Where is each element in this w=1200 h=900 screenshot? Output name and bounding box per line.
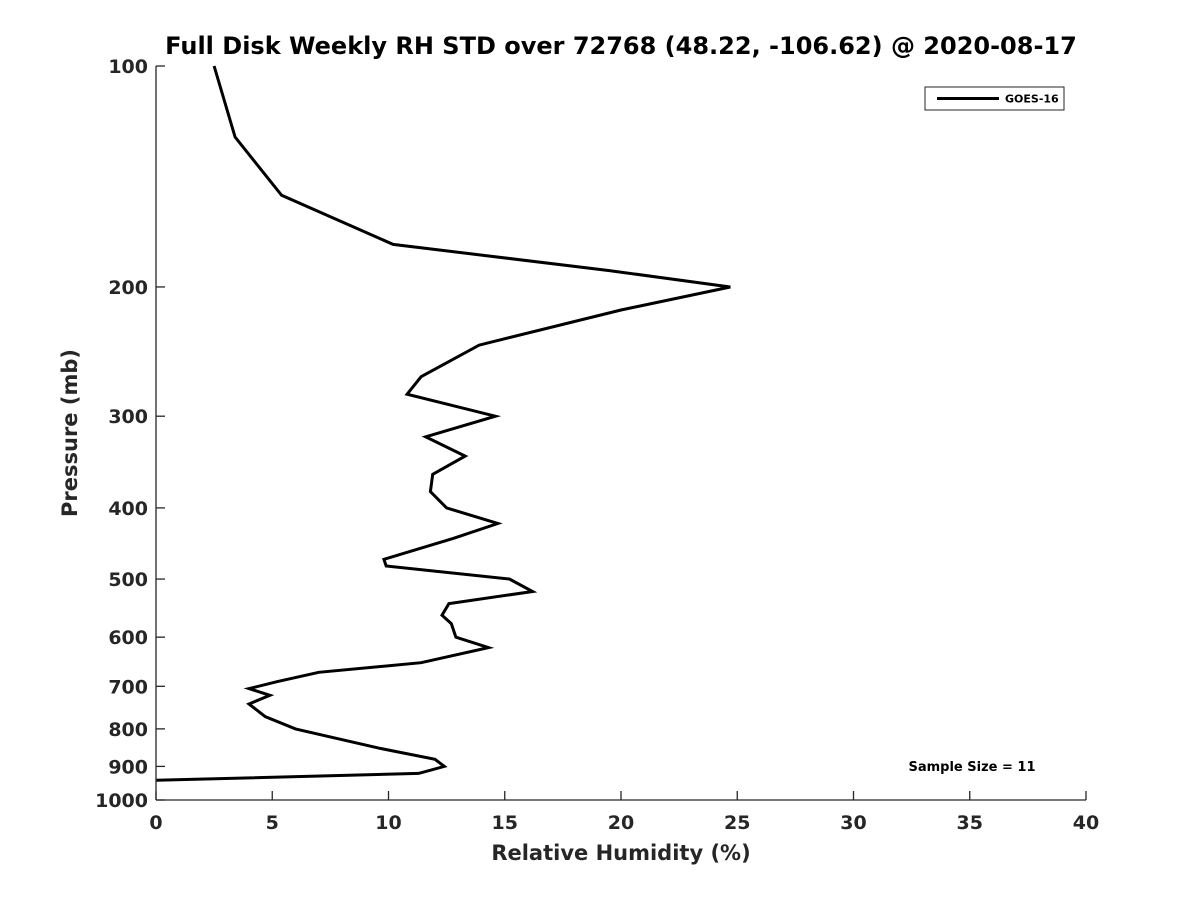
- series-line-goes-16: [155, 65, 731, 782]
- y-axis: 100 200 300 400 500 600 700 800 900 1000: [95, 56, 165, 812]
- legend-label: GOES-16: [1005, 93, 1059, 106]
- x-axis-label: Relative Humidity (%): [491, 841, 750, 865]
- x-tick-label: 10: [375, 812, 401, 834]
- legend: GOES-16: [924, 86, 1065, 111]
- y-tick-label: 900: [108, 756, 148, 778]
- y-tick-label: 200: [108, 277, 148, 299]
- x-tick-label: 30: [840, 812, 866, 834]
- y-tick-label: 400: [108, 498, 148, 520]
- y-tick-label: 100: [108, 56, 148, 78]
- x-tick-label: 20: [608, 812, 634, 834]
- y-axis-label: Pressure (mb): [58, 349, 82, 517]
- y-tick-label: 500: [108, 569, 148, 591]
- y-tick-label: 300: [108, 406, 148, 428]
- x-axis: 0 5 10 15 20 25 30 35 40: [149, 791, 1099, 834]
- x-tick-label: 35: [957, 812, 983, 834]
- y-tick-label: 700: [108, 676, 148, 698]
- chart-title: Full Disk Weekly RH STD over 72768 (48.2…: [165, 32, 1077, 60]
- x-tick-label: 0: [149, 812, 162, 834]
- x-tick-label: 15: [492, 812, 518, 834]
- sample-size-note: Sample Size = 11: [908, 760, 1035, 775]
- plot-area: [155, 65, 731, 782]
- y-tick-label: 600: [108, 627, 148, 649]
- x-tick-label: 5: [266, 812, 279, 834]
- x-tick-label: 25: [724, 812, 750, 834]
- x-tick-label: 40: [1073, 812, 1099, 834]
- y-tick-label: 800: [108, 719, 148, 741]
- y-tick-label: 1000: [95, 790, 148, 812]
